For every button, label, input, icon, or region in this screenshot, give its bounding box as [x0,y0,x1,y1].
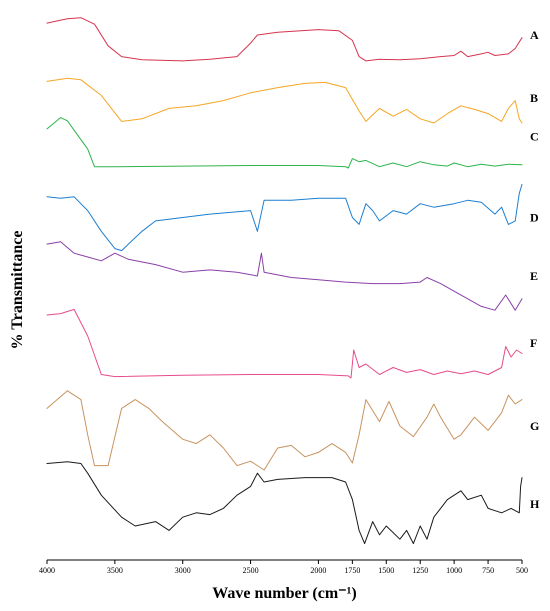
series-label-b: B [530,91,538,105]
x-tick-label: 2000 [310,566,326,575]
x-axis-title: Wave number (cm⁻¹) [212,585,356,602]
series-line-c [46,117,523,169]
series-line-a [46,17,523,62]
x-tick-label: 2500 [243,566,259,575]
x-tick-label: 750 [482,566,494,575]
x-tick-label: 4000 [39,566,55,575]
series-line-f [46,308,523,379]
y-axis-title: % Transmittance [9,231,26,350]
x-tick-label: 1250 [412,566,428,575]
series-line-e [46,241,523,311]
series-label-c: C [530,130,539,144]
series-line-d [46,183,523,252]
x-axis-ticks: 4000 3500 3000 2500 2000 1750 1500 1250 1000 750 5… [39,560,528,575]
series-labels: A B C D E F G H [530,28,540,511]
x-tick-label: 1500 [378,566,394,575]
series-label-g: G [530,419,539,433]
series-label-f: F [530,336,537,350]
series-label-d: D [530,211,539,225]
series-label-a: A [530,28,539,42]
series-line-g [46,390,523,471]
series-label-h: H [530,497,540,511]
x-tick-label: 3500 [107,566,123,575]
x-tick-label: 1750 [344,566,360,575]
x-tick-label: 500 [516,566,528,575]
series-line-h [46,461,523,545]
series-label-e: E [530,269,538,283]
x-tick-label: 1000 [446,566,462,575]
series-line-b [46,77,523,124]
plot-series [46,17,523,545]
x-tick-label: 3000 [175,566,191,575]
